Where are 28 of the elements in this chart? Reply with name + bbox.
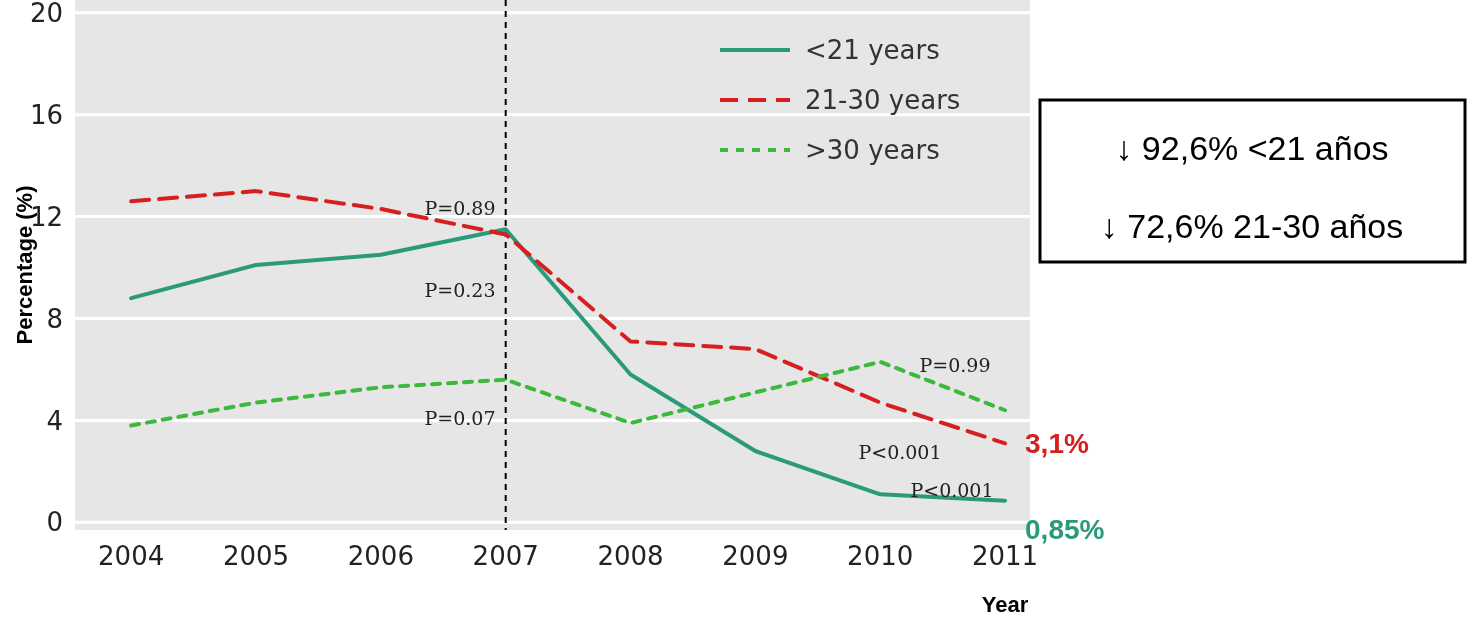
text: ↓ 92,6% <21 años — [1115, 128, 1389, 167]
legend-label: <21 years — [805, 35, 940, 66]
x-tick-label: 2007 — [472, 541, 539, 571]
line-series — [129, 227, 1008, 503]
x-tick-label: 2009 — [722, 541, 789, 571]
legend-label: 21-30 years — [805, 85, 961, 116]
text: ↓ 72,6% 21-30 años — [1100, 206, 1404, 245]
y-tick-label: 16 — [29, 99, 63, 130]
x-tick-label: 2010 — [847, 541, 914, 571]
x-tick-label: 2008 — [597, 541, 664, 571]
annotation: P=0.89 — [424, 196, 496, 219]
line-series — [129, 189, 1008, 446]
data-label: 3,1% — [1025, 428, 1089, 460]
annotation: P=0.99 — [919, 353, 991, 376]
y-tick-label: 4 — [46, 405, 63, 436]
y-tick-label: 8 — [46, 303, 63, 334]
x-tick-label: 2004 — [98, 541, 165, 571]
annotation: P<0.001 — [910, 478, 994, 501]
annotation: P=0.07 — [424, 406, 496, 429]
annotation: P<0.001 — [858, 440, 942, 463]
x-axis-title: Year — [981, 592, 1029, 617]
annotation: P=0.23 — [424, 278, 496, 301]
legend-label: >30 years — [805, 135, 940, 166]
x-tick-label: 2006 — [347, 541, 414, 571]
y-tick-label: 20 — [29, 0, 63, 28]
x-tick-label: 2005 — [222, 541, 290, 571]
line-series — [129, 359, 1008, 428]
y-tick-label: 0 — [46, 507, 63, 538]
